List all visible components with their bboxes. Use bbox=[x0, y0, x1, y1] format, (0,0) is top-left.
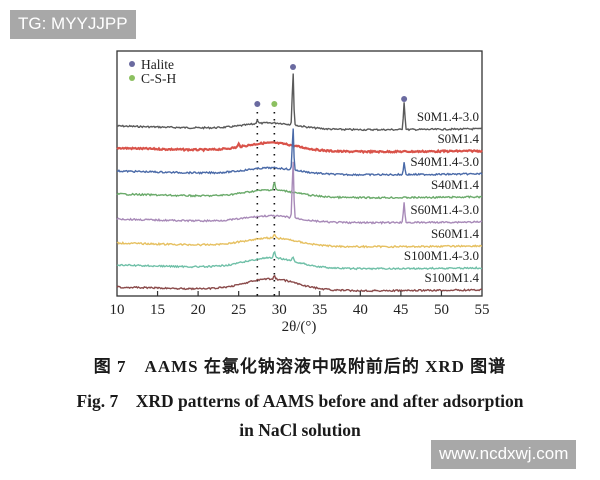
peak-marker-c-s-h bbox=[271, 101, 278, 107]
series-line-s0m1-4 bbox=[116, 141, 483, 155]
x-tick-label: 30 bbox=[272, 302, 287, 318]
series-label: S0M1.4-3.0 bbox=[417, 109, 479, 124]
peak-marker-halite bbox=[254, 101, 261, 107]
x-tick-label: 35 bbox=[312, 302, 327, 318]
series-labels: S0M1.4-3.0 S0M1.4 S40M1.4-3.0 S40M1.4 S60M1.… bbox=[404, 109, 480, 285]
x-axis: 10 15 20 25 30 35 40 45 50 55 bbox=[110, 291, 490, 318]
series-label: S100M1.4 bbox=[424, 270, 479, 285]
legend-label: C-S-H bbox=[141, 71, 177, 86]
watermark-top: TG: MYYJJPP bbox=[10, 10, 136, 39]
reference-lines bbox=[256, 112, 276, 296]
x-tick-label: 15 bbox=[150, 302, 165, 318]
legend-marker bbox=[129, 61, 135, 67]
x-tick-label: 10 bbox=[110, 302, 125, 318]
series-label: S0M1.4 bbox=[437, 131, 479, 146]
x-tick-label: 45 bbox=[393, 302, 408, 318]
series-line-s60m1-4-3-0 bbox=[116, 161, 483, 225]
peak-marker-halite bbox=[290, 64, 297, 70]
watermark-bottom: www.ncdxwj.com bbox=[431, 440, 577, 469]
x-tick-label: 55 bbox=[475, 302, 490, 318]
series-line-s0m1-4-3-0 bbox=[116, 73, 483, 132]
series-label: S60M1.4 bbox=[431, 226, 480, 241]
x-tick-label: 25 bbox=[231, 302, 246, 318]
series-lines bbox=[116, 73, 483, 293]
x-axis-label: 2θ/(°) bbox=[282, 319, 317, 335]
peak-markers bbox=[254, 64, 408, 107]
xrd-chart: S0M1.4-3.0 S0M1.4 S40M1.4-3.0 S40M1.4 S60M1.… bbox=[110, 50, 490, 335]
x-tick-label: 50 bbox=[434, 302, 449, 318]
series-line-s100m1-4 bbox=[116, 274, 483, 293]
caption-english-line2: in NaCl solution bbox=[239, 420, 361, 440]
caption-english-line1: Fig. 7 XRD patterns of AAMS before and a… bbox=[76, 391, 524, 411]
series-label: S40M1.4 bbox=[431, 177, 480, 192]
caption-chinese: 图 7 AAMS 在氯化钠溶液中吸附前后的 XRD 图谱 bbox=[93, 357, 507, 376]
series-label: S100M1.4-3.0 bbox=[404, 248, 479, 263]
series-line-s100m1-4-3-0 bbox=[116, 250, 483, 271]
series-line-s40m1-4 bbox=[116, 181, 483, 200]
series-line-s60m1-4 bbox=[116, 233, 483, 249]
legend-label: Halite bbox=[141, 57, 174, 72]
peak-marker-halite bbox=[401, 96, 408, 102]
series-label: S60M1.4-3.0 bbox=[410, 202, 479, 217]
x-tick-label: 20 bbox=[191, 302, 206, 318]
legend-marker bbox=[129, 75, 135, 81]
series-label: S40M1.4-3.0 bbox=[410, 154, 479, 169]
series-line-s40m1-4-3-0 bbox=[117, 128, 483, 177]
x-tick-label: 40 bbox=[353, 302, 368, 318]
